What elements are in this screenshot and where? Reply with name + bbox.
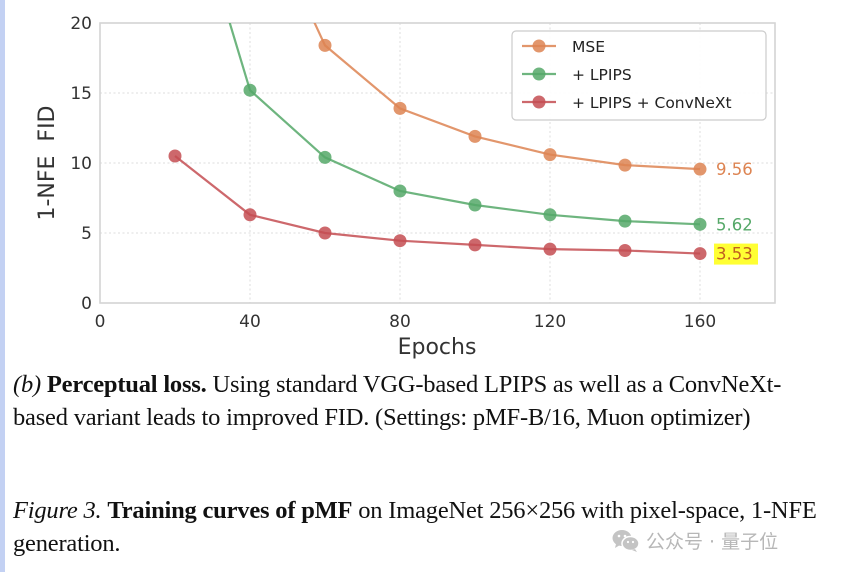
series-group xyxy=(168,23,707,261)
data-point xyxy=(318,226,332,240)
subfig-title: Perceptual loss. xyxy=(46,371,207,398)
series-line xyxy=(228,23,701,226)
end-value-label: 9.56 xyxy=(716,160,753,179)
data-point xyxy=(318,150,332,164)
legend-label: MSE xyxy=(572,38,605,56)
end-value-labels: 9.56 5.62 3.53 xyxy=(714,160,758,265)
x-tick-label: 80 xyxy=(389,312,411,332)
end-label-highlight xyxy=(714,243,758,265)
x-tick-labels: 0 40 80 120 160 xyxy=(95,312,717,332)
data-point xyxy=(393,101,407,115)
legend-item: + LPIPS + ConvNeXt xyxy=(522,94,732,112)
figure-caption: Figure 3. Training curves of pMF on Imag… xyxy=(13,494,833,560)
data-point xyxy=(693,247,707,261)
y-tick-label: 15 xyxy=(70,84,92,104)
legend-label: + LPIPS xyxy=(572,66,632,84)
data-point xyxy=(618,158,632,172)
x-axis-label: Epochs xyxy=(398,335,477,360)
y-tick-label: 5 xyxy=(81,224,92,244)
watermark-text: 公众号 · 量子位 xyxy=(646,531,779,553)
subfig-text: Using standard VGG-based LPIPS as well a… xyxy=(13,371,782,431)
data-point xyxy=(618,214,632,228)
x-tick-label: 0 xyxy=(95,312,106,332)
fid-training-chart: 0 40 80 120 160 0 5 10 15 20 Epochs 1-NFE FID 9.… xyxy=(35,14,776,360)
watermark: 公众号 · 量子位 xyxy=(612,527,778,554)
data-point xyxy=(468,238,482,252)
data-point xyxy=(243,208,257,222)
legend-label: + LPIPS + ConvNeXt xyxy=(572,94,732,112)
subfigure-caption: (b) Perceptual loss. Using standard VGG-… xyxy=(13,368,833,434)
plot-frame xyxy=(99,22,776,304)
series-mse xyxy=(313,23,707,176)
data-point xyxy=(543,148,557,162)
figure-label: Figure 3. xyxy=(13,497,102,524)
series-lpips-convnext xyxy=(168,149,707,261)
legend-item: + LPIPS xyxy=(522,66,632,84)
data-point xyxy=(693,162,707,176)
y-tick-label: 20 xyxy=(70,14,92,34)
y-tick-labels: 0 5 10 15 20 xyxy=(70,14,92,314)
series-line xyxy=(174,155,701,255)
legend-item: MSE xyxy=(522,38,605,56)
data-point xyxy=(618,244,632,257)
legend-marker-swatch xyxy=(532,39,546,53)
data-point xyxy=(318,38,332,52)
data-point xyxy=(393,184,407,198)
data-point xyxy=(468,129,482,143)
figure-text: on ImageNet 256×256 with pixel-space, 1-… xyxy=(13,497,817,557)
legend-marker-swatch xyxy=(532,95,546,109)
subfig-label: (b) xyxy=(13,371,41,398)
data-point xyxy=(543,242,557,256)
y-tick-label: 10 xyxy=(70,154,92,174)
data-point xyxy=(393,234,407,248)
data-point xyxy=(243,83,257,97)
data-point xyxy=(693,217,707,231)
legend-box xyxy=(511,30,767,121)
end-value-label: 3.53 xyxy=(716,245,753,264)
y-axis-label: 1-NFE FID xyxy=(35,105,60,220)
x-tick-label: 40 xyxy=(239,312,261,332)
series-lpips xyxy=(228,23,707,231)
x-tick-label: 120 xyxy=(534,312,566,332)
legend-marker-swatch xyxy=(532,67,546,81)
y-tick-label: 0 xyxy=(81,294,92,314)
left-accent-bar xyxy=(0,0,5,572)
wechat-icon xyxy=(612,529,640,553)
data-point xyxy=(543,208,557,222)
figure-title: Training curves of pMF xyxy=(107,497,353,524)
legend: MSE + LPIPS + LPIPS + ConvNeXt xyxy=(511,30,767,121)
x-tick-label: 160 xyxy=(684,312,716,332)
end-value-label: 5.62 xyxy=(716,215,753,234)
data-point xyxy=(468,198,482,212)
data-point xyxy=(168,149,182,163)
